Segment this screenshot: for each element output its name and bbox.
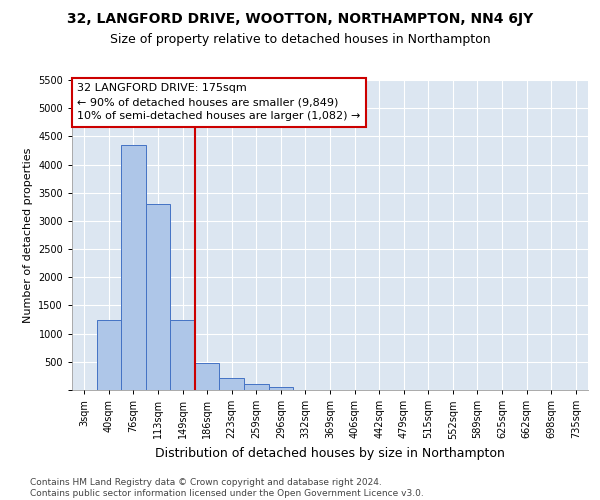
Text: Contains HM Land Registry data © Crown copyright and database right 2024.
Contai: Contains HM Land Registry data © Crown c… bbox=[30, 478, 424, 498]
Bar bbox=[244, 384, 269, 390]
X-axis label: Distribution of detached houses by size in Northampton: Distribution of detached houses by size … bbox=[155, 447, 505, 460]
Bar bbox=[170, 320, 195, 390]
Text: 32, LANGFORD DRIVE, WOOTTON, NORTHAMPTON, NN4 6JY: 32, LANGFORD DRIVE, WOOTTON, NORTHAMPTON… bbox=[67, 12, 533, 26]
Bar bbox=[121, 145, 146, 390]
Bar bbox=[220, 378, 244, 390]
Y-axis label: Number of detached properties: Number of detached properties bbox=[23, 148, 32, 322]
Text: 32 LANGFORD DRIVE: 175sqm
← 90% of detached houses are smaller (9,849)
10% of se: 32 LANGFORD DRIVE: 175sqm ← 90% of detac… bbox=[77, 83, 361, 121]
Bar bbox=[195, 363, 220, 390]
Bar bbox=[146, 204, 170, 390]
Text: Size of property relative to detached houses in Northampton: Size of property relative to detached ho… bbox=[110, 32, 490, 46]
Bar bbox=[97, 320, 121, 390]
Bar bbox=[269, 386, 293, 390]
